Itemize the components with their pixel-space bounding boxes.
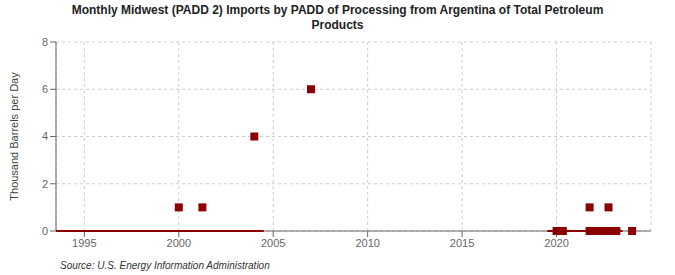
svg-text:2010: 2010 [355,237,379,249]
html-text:Monthly Midwest (PADD 2) Impor: Monthly Midwest (PADD 2) Imports by PADD… [71,3,604,17]
html-text:Source: U.S. Energy Informatio: Source: U.S. Energy Information Administ… [60,260,270,271]
svg-text:2015: 2015 [450,237,474,249]
svg-text:2000: 2000 [167,237,191,249]
svg-text:4: 4 [42,130,48,142]
svg-text:1995: 1995 [72,237,96,249]
svg-text:2: 2 [42,178,48,190]
svg-text:6: 6 [42,83,48,95]
svg-text:2005: 2005 [261,237,285,249]
html-text:Products: Products [311,18,364,32]
svg-text:2020: 2020 [544,237,568,249]
svg-text:Thousand Barrels per Day: Thousand Barrels per Day [8,72,20,201]
svg-text:0: 0 [42,225,48,237]
svg-text:8: 8 [42,36,48,48]
